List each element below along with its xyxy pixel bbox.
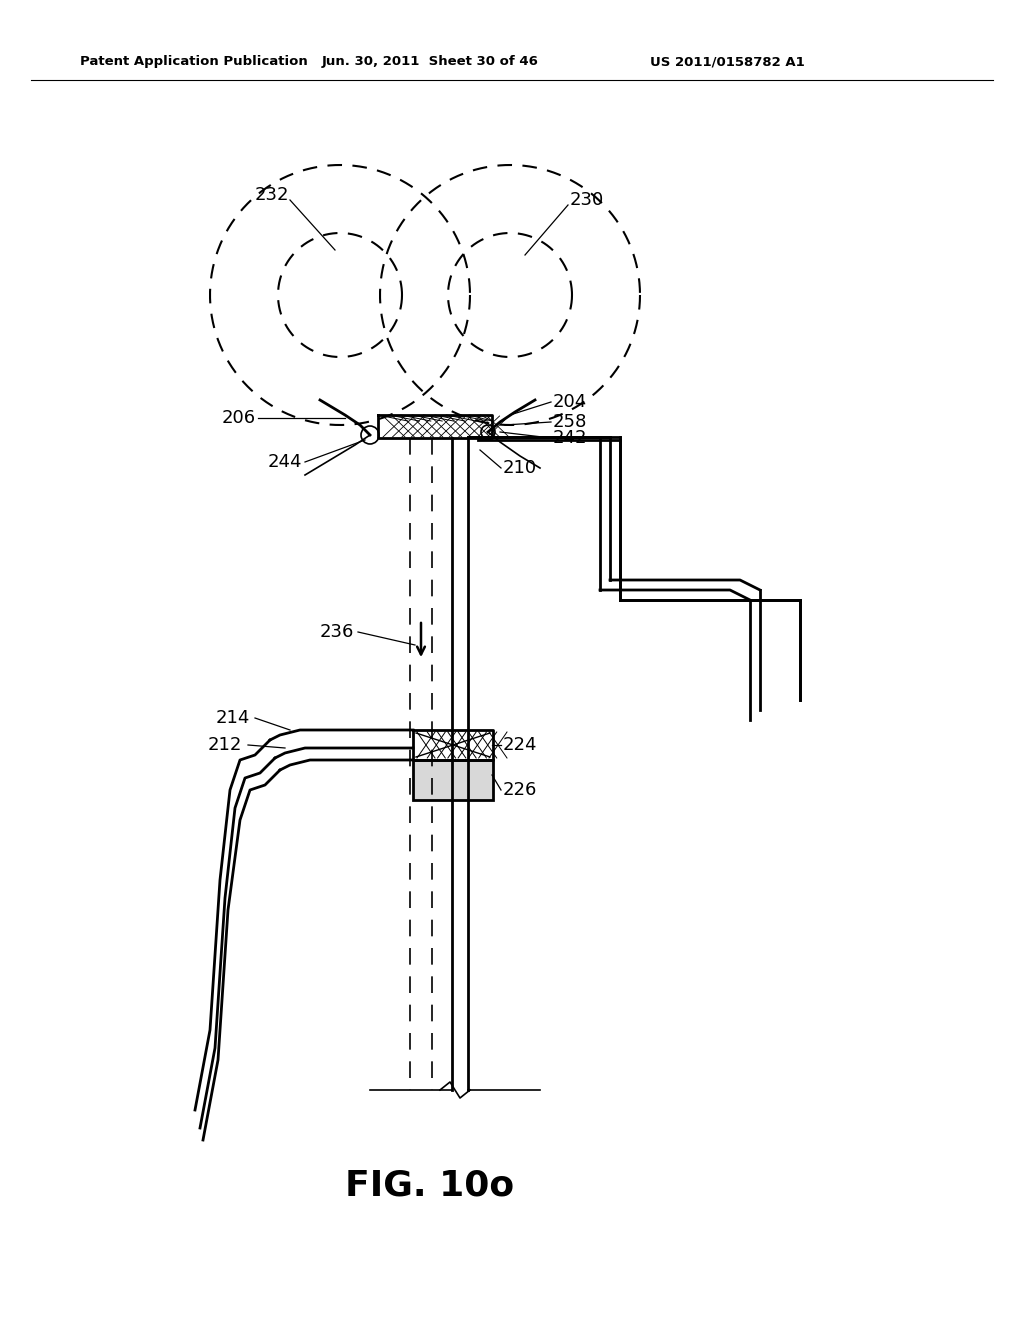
Text: 236: 236 [319, 623, 354, 642]
Text: US 2011/0158782 A1: US 2011/0158782 A1 [650, 55, 805, 69]
Text: Jun. 30, 2011  Sheet 30 of 46: Jun. 30, 2011 Sheet 30 of 46 [322, 55, 539, 69]
Text: 210: 210 [503, 459, 538, 477]
Circle shape [361, 426, 379, 444]
Text: 244: 244 [268, 453, 302, 471]
Bar [413, 760, 493, 800]
Circle shape [481, 425, 495, 440]
Text: 206: 206 [222, 409, 256, 426]
Text: 226: 226 [503, 781, 538, 799]
Text: FIG. 10o: FIG. 10o [345, 1168, 515, 1203]
Text: 258: 258 [553, 413, 588, 432]
Text: 230: 230 [570, 191, 604, 209]
Text: 204: 204 [553, 393, 587, 411]
Text: 232: 232 [255, 186, 290, 205]
Text: 214: 214 [216, 709, 251, 727]
Text: Patent Application Publication: Patent Application Publication [80, 55, 308, 69]
Text: 224: 224 [503, 737, 538, 754]
Text: 242: 242 [553, 429, 588, 447]
Text: 212: 212 [208, 737, 243, 754]
